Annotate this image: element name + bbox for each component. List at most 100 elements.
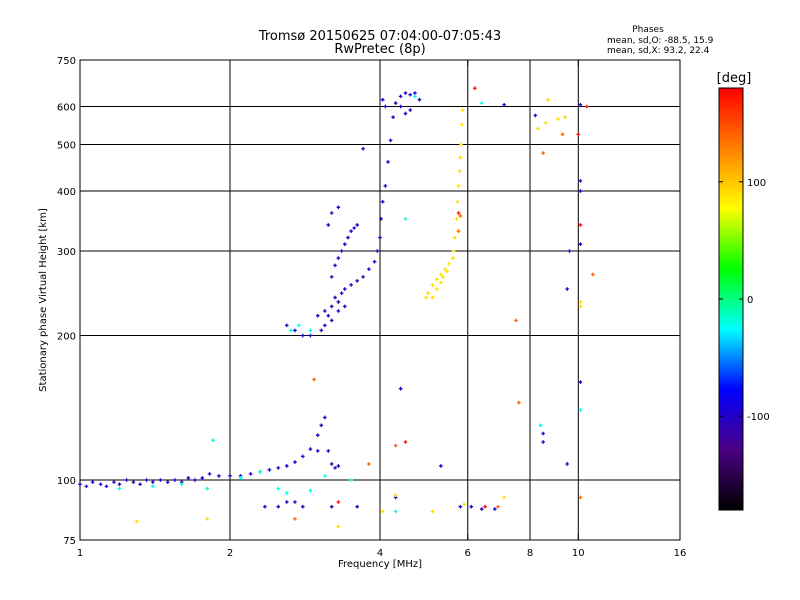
data-point: [361, 275, 365, 279]
data-point: [284, 323, 289, 328]
data-point: [78, 482, 82, 487]
data-point: [276, 486, 281, 491]
data-point: [98, 482, 103, 487]
data-point: [578, 300, 583, 304]
data-point: [323, 415, 327, 420]
data-point: [454, 217, 459, 221]
y-tick-label: 500: [57, 141, 76, 152]
data-point: [329, 504, 334, 509]
data-point: [263, 504, 267, 509]
data-point: [284, 491, 289, 495]
data-point: [479, 101, 484, 105]
data-point: [238, 476, 243, 480]
data-point: [398, 104, 403, 109]
data-point: [117, 482, 122, 487]
data-point: [276, 466, 281, 470]
data-point: [217, 474, 221, 478]
data-point: [276, 504, 281, 509]
data-point: [378, 235, 382, 240]
data-point: [502, 102, 506, 107]
data-point: [339, 249, 344, 253]
data-point: [403, 440, 408, 444]
colorbar-tick-label: -100: [747, 412, 770, 423]
colorbar-tick-label: 100: [747, 178, 766, 189]
data-point: [124, 478, 129, 482]
data-point: [308, 333, 313, 338]
data-point: [211, 438, 215, 443]
data-point: [578, 380, 583, 384]
data-point: [297, 323, 301, 328]
data-point: [546, 97, 550, 102]
data-point: [352, 226, 356, 230]
x-tick-label: 16: [674, 548, 687, 559]
data-point: [380, 97, 385, 102]
data-point: [578, 223, 583, 227]
data-point: [538, 423, 543, 428]
data-point: [165, 480, 170, 484]
grid-layer: [80, 60, 680, 540]
data-point: [173, 478, 177, 482]
data-point: [355, 223, 359, 227]
data-point: [329, 462, 334, 466]
data-point: [336, 256, 341, 260]
data-point: [207, 472, 212, 476]
data-point: [391, 115, 395, 120]
data-point: [131, 480, 136, 484]
data-point: [319, 423, 324, 428]
data-point: [205, 486, 209, 491]
data-point: [138, 482, 142, 487]
data-point: [536, 126, 540, 131]
data-point: [578, 102, 583, 107]
data-point: [336, 464, 341, 468]
data-point: [456, 211, 461, 215]
data-point: [343, 287, 347, 291]
data-point: [514, 318, 518, 323]
x-axis-label: Frequency [MHz]: [338, 559, 422, 570]
data-point: [417, 97, 422, 102]
data-point: [361, 146, 365, 151]
data-point: [312, 377, 316, 382]
x-tick-label: 6: [465, 548, 471, 559]
data-point: [289, 328, 293, 333]
data-point: [469, 504, 474, 509]
data-point: [333, 263, 337, 268]
data-point: [452, 235, 457, 240]
data-point: [333, 295, 337, 300]
data-point: [326, 313, 331, 318]
data-point: [301, 333, 305, 338]
data-point: [326, 223, 331, 227]
data-point: [457, 169, 462, 173]
data-point: [355, 504, 359, 509]
data-point: [343, 242, 347, 246]
data-point: [104, 484, 109, 489]
data-point: [205, 517, 209, 521]
data-point: [193, 478, 197, 482]
data-points-layer: [78, 86, 595, 529]
data-point: [336, 300, 341, 304]
data-point: [383, 104, 388, 109]
data-point: [556, 117, 560, 121]
chart-subtitle: RwPretec (8p): [334, 42, 425, 57]
data-point: [456, 184, 461, 188]
data-point: [284, 500, 289, 504]
data-point: [248, 472, 253, 476]
data-point: [479, 507, 484, 511]
data-point: [346, 235, 350, 240]
data-point: [565, 287, 569, 291]
data-point: [439, 272, 443, 277]
data-point: [543, 120, 548, 125]
data-point: [355, 279, 359, 283]
data-point: [403, 111, 408, 116]
data-point: [460, 122, 464, 127]
data-point: [578, 408, 583, 412]
data-point: [315, 433, 320, 437]
data-point: [430, 509, 435, 514]
data-point: [308, 488, 313, 493]
data-point: [349, 229, 353, 233]
x-tick-label: 8: [527, 548, 533, 559]
data-point: [367, 462, 371, 466]
data-point: [403, 217, 408, 221]
stats-o-line: mean, sd,O: -88.5, 15.9: [607, 36, 714, 46]
data-point: [349, 283, 353, 287]
data-point: [293, 460, 297, 464]
